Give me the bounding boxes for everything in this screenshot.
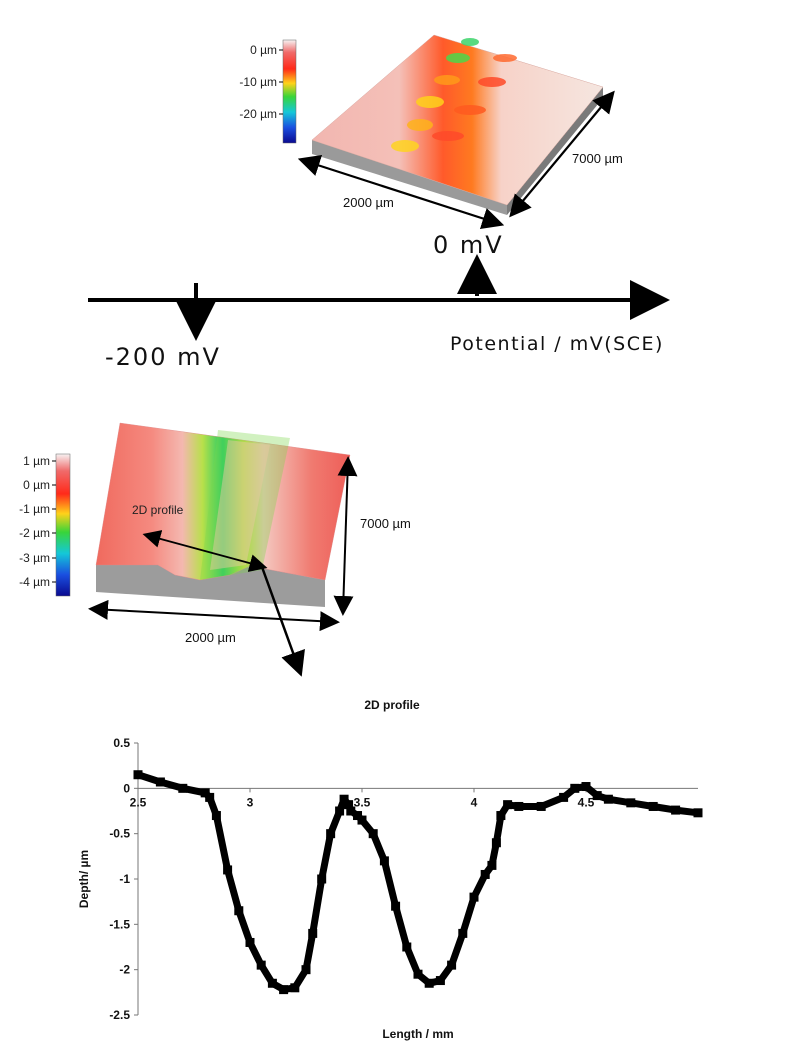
top-surface-figure: 0 µm -10 µm -20 µm 2000 µm 7000 µm [239,34,623,230]
data-point [301,965,311,975]
bottom-width-label: 2000 µm [185,630,236,645]
data-point [357,815,367,825]
top-colorbar-label-2: -20 µm [239,107,277,121]
bottom-colorbar-label-3: -2 µm [19,526,50,540]
y-tick-label: -2 [119,963,130,977]
data-point [693,808,703,818]
data-point [344,800,354,810]
data-point [346,806,356,816]
top-surface-pits [391,38,517,152]
data-point [491,838,501,848]
bottom-surface-figure: 1 µm 0 µm -1 µm -2 µm -3 µm -4 µm 2D pro… [19,422,411,677]
data-point [496,811,506,821]
y-tick-label: -1.5 [109,917,130,931]
data-point [469,892,479,902]
chart-y-label: Depth/ µm [77,850,91,908]
data-point [368,829,378,839]
chart-series-line [136,771,699,994]
data-point [413,969,423,979]
data-point [648,801,658,811]
top-colorbar [282,39,297,144]
potential-axis: 0 mV -200 mV Potential / mV(SCE) [88,231,670,371]
y-tick-label: -0.5 [109,827,130,841]
data-point [200,788,210,798]
data-point [458,928,468,938]
data-point [379,856,389,866]
data-point [335,806,345,816]
top-length-label: 7000 µm [572,151,623,166]
potential-marker-low: -200 mV [105,343,221,371]
data-point [155,777,165,787]
data-point [447,960,457,970]
data-point [234,906,244,916]
data-point [592,791,602,801]
bottom-colorbar-label-4: -3 µm [19,551,50,565]
profile-line-arrow [142,530,268,572]
data-point [279,985,289,995]
data-point [480,869,490,879]
data-point [391,901,401,911]
data-point [211,811,221,821]
y-tick-label: 0.5 [113,736,130,750]
data-point [435,976,445,986]
data-point [570,783,580,793]
profile-chart: 0.5 0 -0.5 -1 -1.5 -2 -2.5 2.5 3 3.5 4 4.5 Length … [77,736,703,1041]
data-point [581,782,591,792]
data-point [317,874,327,884]
chart-x-label: Length / mm [382,1027,453,1041]
bottom-colorbar-label-2: -1 µm [19,502,50,516]
bottom-colorbar-label-5: -4 µm [19,575,50,589]
y-tick-label: -2.5 [109,1008,130,1022]
data-point [424,978,434,988]
data-point [402,942,412,952]
top-colorbar-label-0: 0 µm [250,43,277,57]
data-point [256,960,266,970]
data-point [339,794,349,804]
data-point [514,801,524,811]
data-point [353,811,363,821]
x-tick-label: 4 [471,795,478,809]
potential-marker-high: 0 mV [433,231,504,259]
top-colorbar-label-1: -10 µm [239,75,277,89]
data-point [487,860,497,870]
data-point [603,794,613,804]
data-point [503,800,513,810]
bottom-colorbar-label-1: 0 µm [23,478,50,492]
data-point [245,937,255,947]
x-tick-label: 3 [247,795,254,809]
x-tick-label: 4.5 [578,795,595,809]
bottom-colorbar-label-0: 1 µm [23,454,50,468]
profile-tag: 2D profile [132,503,184,517]
potential-axis-label: Potential / mV(SCE) [450,333,664,355]
data-point [133,770,143,780]
y-tick-label: 0 [123,781,130,795]
data-point [290,983,300,993]
data-point [626,798,636,808]
data-point [536,801,546,811]
data-point [326,829,336,839]
bottom-length-label: 7000 µm [360,516,411,531]
y-tick-label: -1 [119,872,130,886]
x-tick-label: 3.5 [354,795,371,809]
top-width-label: 2000 µm [343,195,394,210]
bottom-surface-front-wall [96,565,325,607]
data-point [671,805,681,815]
profile-caption: 2D profile [364,698,420,712]
bottom-colorbar [55,453,71,597]
data-point [308,928,318,938]
data-point [223,865,233,875]
data-point [205,792,215,802]
x-tick-label: 2.5 [130,795,147,809]
data-point [267,978,277,988]
data-point [178,783,188,793]
data-point [559,792,569,802]
